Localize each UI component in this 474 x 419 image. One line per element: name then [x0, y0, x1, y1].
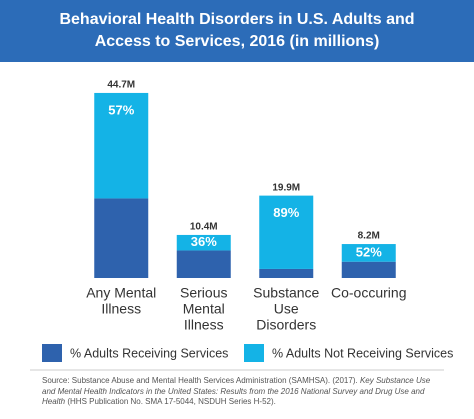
source-text: Key Substance Use and Mental Health Indi… — [42, 376, 431, 406]
total-label: 8.2M — [358, 231, 380, 242]
value-label: 52% — [356, 244, 382, 259]
x-tick-label: Use — [274, 301, 299, 317]
x-tick-label: Illness — [184, 317, 224, 333]
total-label: 44.7M — [107, 80, 135, 91]
bar-segment — [176, 250, 231, 278]
x-tick-label: Substance — [253, 285, 319, 301]
x-tick-label: Disorders — [256, 317, 316, 333]
value-label: 36% — [191, 234, 217, 249]
bar-segment — [259, 195, 314, 269]
legend-swatch — [42, 344, 62, 362]
bar-segment — [341, 244, 396, 262]
bar-segment — [94, 198, 149, 278]
chart-title: Behavioral Health Disorders in U.S. Adul… — [59, 11, 414, 28]
value-label: 89% — [273, 205, 299, 220]
bar-segment — [176, 234, 231, 251]
x-tick-label: Mental — [183, 301, 225, 317]
x-tick-label: Any Mental — [86, 285, 156, 301]
total-label: 10.4M — [190, 222, 218, 233]
bar-segment — [259, 268, 314, 278]
total-label: 19.9M — [272, 182, 300, 193]
chart-title: Access to Services, 2016 (in millions) — [95, 33, 380, 50]
bar-segment — [94, 92, 149, 199]
source-note: Source: Substance Abuse and Mental Healt… — [42, 376, 442, 408]
bar-segment — [341, 261, 396, 278]
x-tick-label: Co-occuring — [331, 285, 406, 301]
legend-label: % Adults Not Receiving Services — [272, 346, 453, 360]
x-tick-label: Serious — [180, 285, 227, 301]
legend-swatch — [244, 344, 264, 362]
source-text: (HHS Publication No. SMA 17-5044, NSDUH … — [65, 397, 276, 406]
x-tick-label: Illness — [101, 301, 141, 317]
legend-label: % Adults Receiving Services — [70, 346, 228, 360]
source-text: Source: Substance Abuse and Mental Healt… — [42, 376, 360, 385]
title-banner — [0, 0, 474, 62]
value-label: 57% — [108, 102, 134, 117]
